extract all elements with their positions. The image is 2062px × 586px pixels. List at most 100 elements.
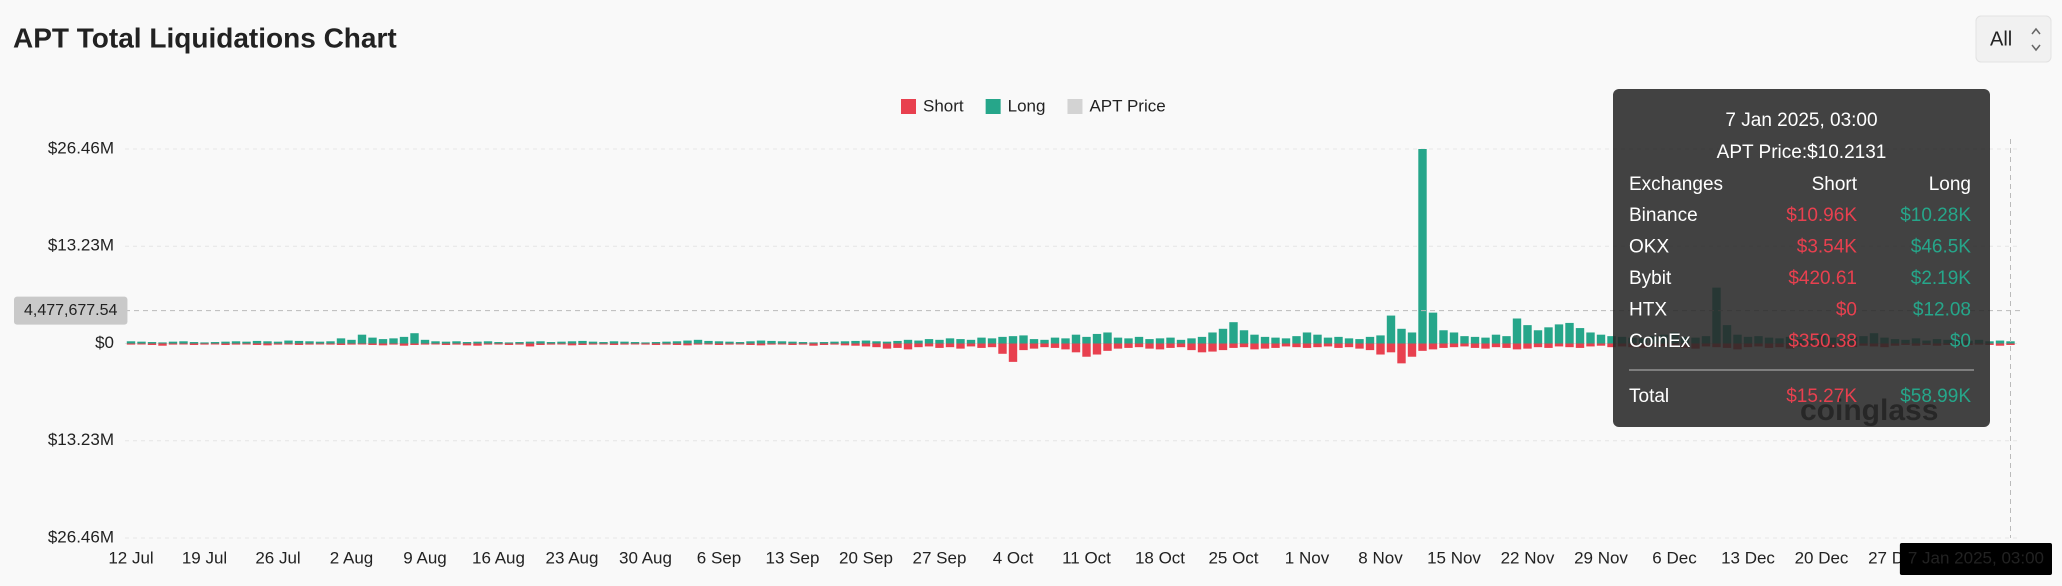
x-tick-label: 8 Nov	[1358, 548, 1403, 567]
bar	[609, 341, 619, 344]
bar	[1523, 325, 1532, 344]
bar	[410, 343, 419, 345]
bar	[599, 342, 608, 344]
bar	[1313, 343, 1322, 348]
bar	[588, 341, 598, 344]
x-tick-label: 13 Sep	[766, 548, 820, 567]
bar	[935, 343, 944, 348]
bar	[200, 343, 209, 345]
bar	[620, 343, 629, 345]
bar	[1575, 328, 1585, 344]
range-selector-label[interactable]: All	[1990, 28, 2012, 50]
bar	[924, 339, 934, 344]
bar	[998, 336, 1007, 344]
bar	[861, 343, 871, 347]
bar	[1512, 318, 1522, 344]
bar	[1491, 343, 1501, 348]
bar	[1218, 343, 1228, 351]
y-tick-label: $0	[95, 333, 114, 352]
x-tick-label: 19 Jul	[182, 548, 227, 567]
bar	[452, 341, 461, 344]
bar	[315, 341, 325, 344]
bar	[200, 342, 209, 344]
bar	[1607, 336, 1616, 344]
bar	[1071, 334, 1081, 344]
bar	[1176, 339, 1186, 344]
bar	[1166, 343, 1175, 348]
bar	[945, 343, 955, 348]
bar	[1061, 338, 1070, 344]
bar	[1029, 343, 1039, 349]
bar	[977, 337, 986, 344]
range-selector[interactable]: All	[1975, 15, 2052, 63]
tooltip-cell: $0	[1836, 300, 1857, 321]
bar	[1334, 343, 1343, 348]
bar	[231, 343, 241, 345]
bar	[1271, 337, 1280, 344]
legend-swatch	[1067, 99, 1083, 114]
bar	[1145, 343, 1154, 349]
bar	[578, 343, 587, 345]
bar	[1460, 343, 1469, 347]
bar	[483, 341, 493, 344]
bar	[1565, 343, 1574, 348]
bar	[1134, 343, 1144, 348]
tooltip-cell: CoinEx	[1629, 331, 1691, 352]
bar	[1050, 343, 1060, 348]
bar	[473, 343, 482, 346]
bar	[189, 342, 199, 344]
x-tick-label: 12 Jul	[108, 548, 153, 567]
bar	[756, 343, 766, 346]
tooltip-cell: OKX	[1629, 237, 1669, 258]
bar	[231, 341, 241, 344]
bar	[1386, 315, 1396, 344]
legend-label: APT Price	[1089, 96, 1165, 115]
bar	[1113, 337, 1123, 344]
bar	[1155, 343, 1165, 350]
bar	[1260, 343, 1270, 349]
bar	[462, 343, 472, 346]
bar	[1187, 338, 1196, 344]
bar	[672, 343, 682, 345]
bar	[336, 338, 346, 344]
bar	[630, 343, 640, 345]
bar	[357, 334, 367, 344]
bar	[683, 340, 692, 344]
bar	[1155, 338, 1165, 344]
bar	[1208, 332, 1217, 344]
bar	[1197, 343, 1207, 353]
tooltip-cell: HTX	[1629, 300, 1667, 321]
bar	[1029, 339, 1039, 344]
bar	[1439, 343, 1448, 348]
x-tick-label: 2 Aug	[330, 548, 374, 567]
bar	[662, 341, 671, 344]
bar	[693, 339, 703, 344]
bar	[651, 343, 661, 345]
bar	[1323, 337, 1333, 344]
bar	[1502, 336, 1511, 344]
bar	[546, 343, 556, 345]
bar	[431, 343, 440, 345]
bar	[1449, 332, 1459, 344]
bar	[1145, 339, 1154, 344]
bar	[767, 343, 776, 345]
bar	[1344, 343, 1354, 348]
y-tick-label: $26.46M	[48, 138, 114, 157]
bar	[641, 342, 650, 344]
range-selector-box[interactable]	[1975, 15, 2052, 63]
bar	[294, 340, 304, 344]
crosshair-label: 4,477,677.54	[24, 302, 118, 319]
bar	[1040, 343, 1049, 348]
bar	[1365, 336, 1375, 344]
bar	[473, 341, 482, 344]
bar	[756, 340, 766, 344]
bar	[672, 341, 682, 344]
bar	[767, 340, 776, 344]
bar	[399, 343, 409, 346]
bar	[1460, 336, 1469, 344]
bar	[1071, 343, 1081, 353]
bar	[179, 341, 188, 344]
bar	[1533, 330, 1543, 344]
bar	[1124, 343, 1133, 348]
x-tick-label: 1 Nov	[1285, 548, 1330, 567]
